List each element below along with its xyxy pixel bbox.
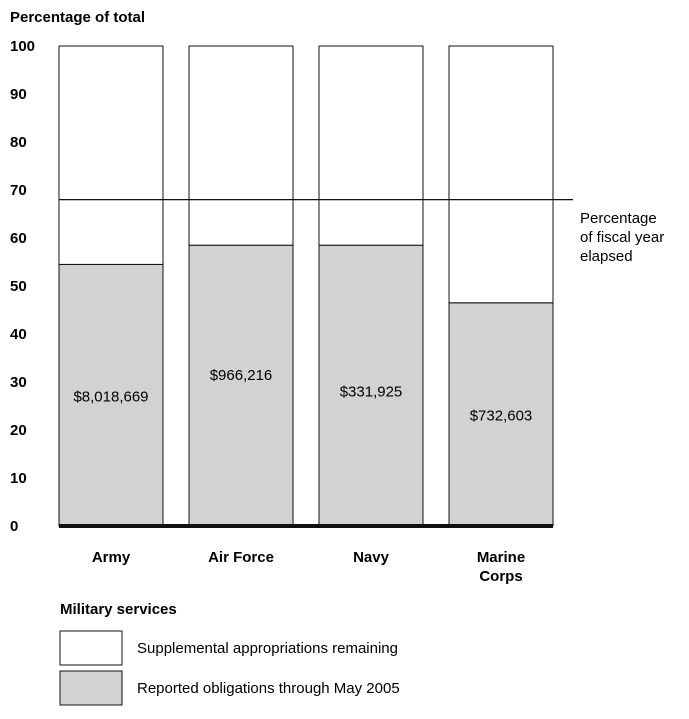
bars [58,45,554,527]
bar-obligations [188,244,294,527]
y-tick-label: 50 [10,278,27,295]
bar-obligations [318,244,424,527]
bar-remaining [188,45,294,246]
y-axis-title: Percentage of total [10,9,145,26]
y-tick-label: 80 [10,134,27,151]
bar-remaining [318,45,424,246]
y-tick-label: 30 [10,374,27,391]
x-category-label: Army [92,549,131,566]
y-tick-label: 70 [10,182,27,199]
y-tick-label: 90 [10,86,27,103]
y-tick-label: 0 [10,518,18,535]
x-category-label: Corps [479,568,522,585]
legend-swatch [59,670,123,706]
bar-value-label: $331,925 [340,384,403,401]
bar-remaining [448,45,554,304]
y-tick-label: 10 [10,470,27,487]
x-category-label: Navy [353,549,390,566]
bar-value-label: $732,603 [470,408,533,425]
y-tick-label: 20 [10,422,27,439]
bar-value-labels: $8,018,669 $966,216 $331,925 $732,603 [73,367,532,425]
reference-line-label: Percentage of fiscal year elapsed [580,210,664,265]
x-axis-title: Military services [60,601,177,618]
reference-line-label-line: Percentage [580,210,657,227]
bar-value-label: $8,018,669 [73,388,148,405]
reference-line-label-line: elapsed [580,248,633,265]
x-axis-categories: Army Air Force Navy Marine Corps [92,549,525,585]
legend-label: Supplemental appropriations remaining [137,640,398,657]
legend: Supplemental appropriations remaining Rep… [59,630,400,706]
x-category-label: Marine [477,549,525,566]
reference-line-label-line: of fiscal year [580,229,664,246]
y-tick-label: 100 [10,38,35,55]
y-tick-label: 60 [10,230,27,247]
y-axis-ticks: 0 10 20 30 40 50 60 70 80 90 100 [10,38,35,535]
bar-obligations [58,263,164,527]
y-tick-label: 40 [10,326,27,343]
bar-value-label: $966,216 [210,367,273,384]
legend-swatch [59,630,123,666]
x-category-label: Air Force [208,549,274,566]
legend-label: Reported obligations through May 2005 [137,680,400,697]
bar-remaining [58,45,164,265]
